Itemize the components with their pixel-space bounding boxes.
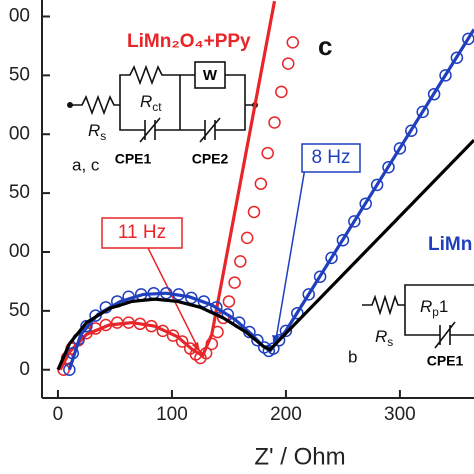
data-point — [281, 57, 295, 70]
data-point — [416, 105, 429, 119]
data-point — [272, 334, 286, 347]
series-line — [58, 0, 277, 371]
circuit-label: Rs — [88, 121, 106, 143]
data-point — [261, 146, 274, 160]
data-point — [234, 255, 247, 268]
circuit-a — [67, 61, 258, 143]
data-point — [427, 87, 441, 101]
symbol: R — [140, 92, 152, 111]
circuit-label: Rs — [375, 327, 393, 349]
circuit-label: Rp1 — [420, 297, 448, 319]
y-tick-label: 0 — [19, 359, 30, 380]
data-point — [359, 197, 372, 210]
y-tick-label: 00 — [9, 123, 30, 144]
annotation: 11 Hz — [118, 222, 166, 243]
data-point — [268, 116, 281, 129]
data-point — [254, 177, 268, 190]
subscript: p — [432, 305, 439, 319]
data-point — [370, 178, 384, 192]
y-tick-label: 00 — [9, 6, 30, 27]
data-point — [336, 233, 350, 247]
circuit-label: CPE1 — [115, 151, 152, 167]
data-point — [275, 85, 288, 99]
data-point — [63, 363, 76, 376]
circuit-label: CPE1 — [427, 353, 464, 369]
circuit-b — [362, 284, 474, 349]
data-point — [89, 309, 102, 322]
annotation: LiMn₂O₄+PPy — [127, 31, 251, 52]
data-point — [302, 288, 315, 301]
circuit-label: W — [203, 67, 218, 84]
data-point — [247, 205, 261, 219]
data-point — [240, 231, 254, 245]
series-line — [67, 28, 474, 371]
data-point — [251, 334, 264, 347]
data-point — [210, 301, 223, 314]
annotation: LiMn — [428, 234, 472, 255]
y-tick-label: 00 — [9, 241, 30, 262]
plot-area — [56, 0, 474, 376]
data-point — [405, 124, 418, 137]
freq-box — [101, 217, 183, 249]
circuit-label: Rct — [140, 92, 162, 114]
data-point — [313, 270, 327, 283]
y-tick-label: 50 — [9, 182, 30, 203]
data-point — [393, 142, 407, 155]
data-point — [382, 160, 395, 174]
y-tick-label: 50 — [9, 300, 30, 321]
data-point — [286, 36, 300, 49]
data-point — [325, 251, 338, 265]
subscript: s — [100, 129, 106, 143]
data-point — [291, 306, 304, 320]
symbol: R — [375, 327, 387, 346]
annotation: b — [348, 347, 357, 366]
series-line — [56, 138, 474, 371]
suffix: 1 — [439, 297, 448, 316]
subscript: ct — [152, 100, 162, 114]
x-tick-label: 0 — [53, 404, 64, 425]
data-point — [439, 69, 452, 82]
x-tick-label: 200 — [270, 404, 302, 425]
data-point — [175, 335, 189, 348]
data-point — [80, 319, 93, 333]
symbol: R — [420, 297, 432, 316]
x-tick-label: 100 — [156, 404, 188, 425]
circuit-label: CPE2 — [192, 151, 229, 167]
data-point — [450, 51, 464, 64]
freq-box — [301, 143, 361, 173]
annotation: a, c — [72, 155, 100, 174]
data-point — [348, 215, 361, 228]
y-tick-label: 50 — [9, 64, 30, 85]
data-point — [279, 324, 293, 338]
annotation: c — [318, 31, 332, 61]
annotation: 8 Hz — [311, 147, 350, 168]
symbol: R — [88, 121, 100, 140]
data-point — [222, 295, 236, 308]
subscript: s — [387, 335, 393, 349]
x-tick-label: 300 — [384, 404, 416, 425]
x-axis-label: Z' / Ohm — [254, 443, 345, 470]
data-point — [228, 276, 241, 289]
